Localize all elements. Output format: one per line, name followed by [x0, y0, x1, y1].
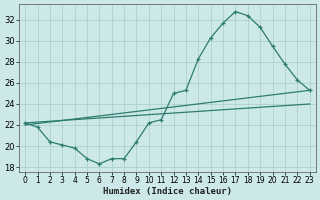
X-axis label: Humidex (Indice chaleur): Humidex (Indice chaleur): [103, 187, 232, 196]
